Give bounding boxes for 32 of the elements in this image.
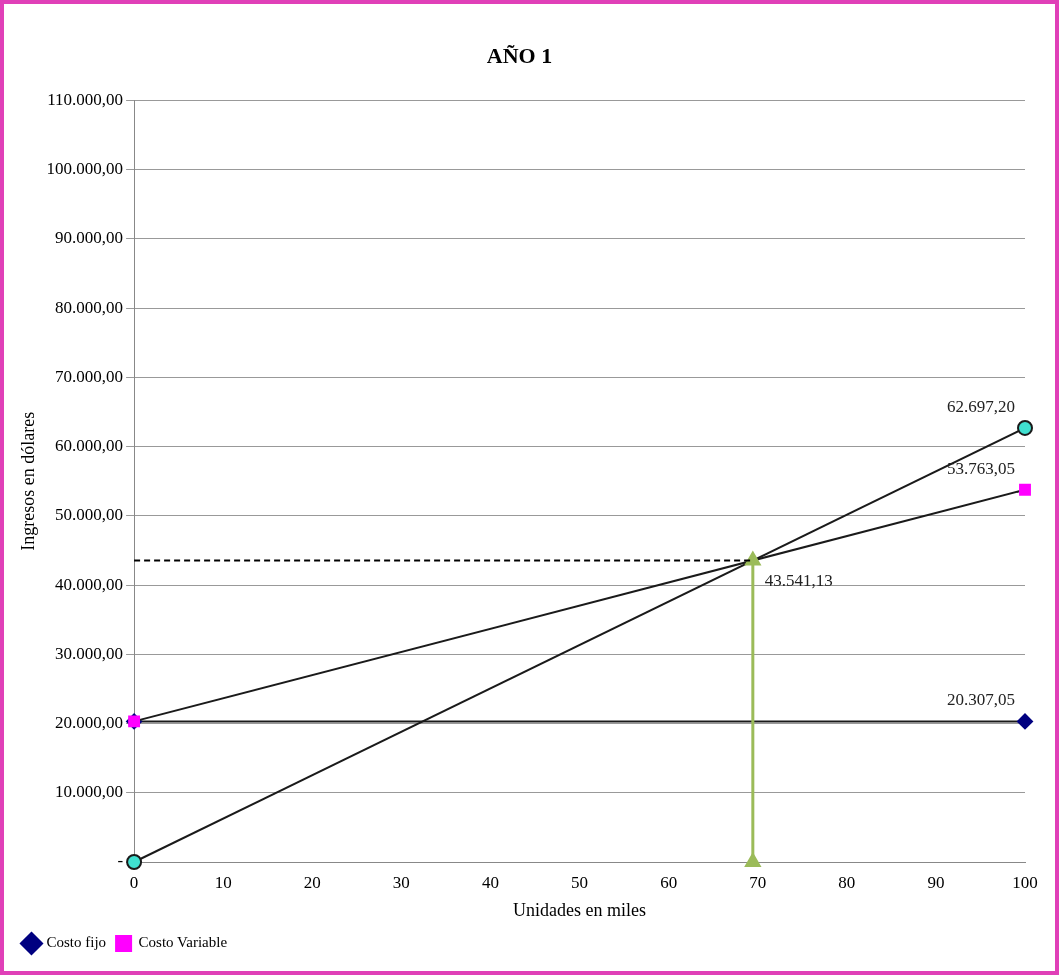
chart-title: AÑO 1 [486,42,553,68]
x-tick-label: 100 [1012,872,1038,892]
x-tick-label: 90 [927,872,945,892]
y-tick-label: 30.000,00 [55,643,124,663]
y-tick-label: 80.000,00 [55,297,124,317]
x-tick-label: 60 [660,872,678,892]
legend-label: Costo Variable [138,934,228,951]
x-axis-title: Unidades en miles [513,899,647,920]
y-tick-label: 110.000,00 [47,89,124,109]
x-tick-label: 80 [838,872,856,892]
y-tick-label: 100.000,00 [46,159,124,179]
x-tick-label: 40 [481,872,499,892]
data-label: 62.697,20 [947,396,1015,416]
y-tick-label: 10.000,00 [55,782,124,802]
data-label: 20.307,05 [947,690,1015,710]
y-tick-label: 60.000,00 [55,436,124,456]
x-tick-label: 50 [571,872,589,892]
data-label: 53.763,05 [947,458,1015,478]
x-tick-label: 70 [749,872,767,892]
y-tick-label: 90.000,00 [55,228,124,248]
x-tick-label: 10 [214,872,232,892]
x-tick-label: 0 [129,872,139,892]
y-tick-label: 20.000,00 [55,713,124,732]
x-tick-label: 20 [303,872,321,892]
x-tick-label: 30 [392,872,410,892]
data-label: 43.541,13 [764,570,833,590]
y-tick-label: - [117,851,124,871]
y-tick-label: 40.000,00 [55,574,124,594]
y-tick-label: 50.000,00 [55,505,124,525]
y-tick-label: 70.000,00 [55,366,124,386]
y-axis-title: Ingresos en dólares [17,411,38,551]
legend-label: Costo fijo [46,934,107,951]
